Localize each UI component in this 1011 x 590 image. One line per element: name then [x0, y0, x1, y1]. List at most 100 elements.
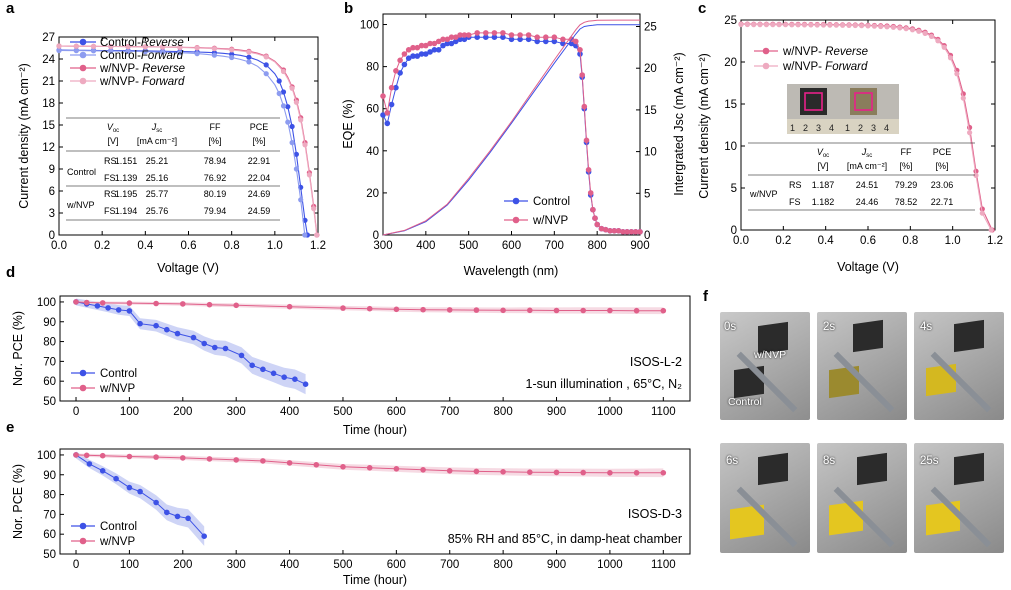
data-point [194, 45, 200, 51]
data-point [233, 302, 239, 309]
panel-a-table: Voc [V] Jsc [mA cm⁻²] FF [%] PCE [%] Con… [66, 117, 280, 221]
svg-text:25.76: 25.76 [146, 206, 169, 216]
x-tick-label: 0.2 [94, 240, 110, 252]
data-point [73, 452, 79, 458]
y-axis-label: Current density (mA cm⁻²) [17, 63, 31, 209]
panel-c-legend: w/NVP- Reverse w/NVP- Forward [754, 46, 868, 73]
svg-text:[%]: [%] [935, 161, 948, 171]
data-point [314, 232, 320, 238]
data-point [380, 93, 386, 99]
data-point [527, 307, 533, 314]
x-tick-label: 1.0 [267, 240, 283, 252]
legend-marker [762, 62, 770, 70]
photo-frame: 8s [817, 443, 907, 553]
data-point [865, 23, 871, 29]
data-point [878, 23, 884, 30]
legend-label: Control [533, 196, 570, 208]
svg-text:w/NVP- Reverse: w/NVP- Reverse [782, 46, 868, 58]
data-point [418, 51, 425, 57]
y-tick-label: 60 [366, 104, 379, 116]
data-point [174, 513, 181, 520]
data-point [246, 54, 252, 60]
y-tick-label: 80 [366, 62, 379, 74]
data-point [115, 307, 122, 313]
y-tick-label: 100 [360, 20, 379, 32]
data-point [483, 30, 489, 36]
legend-marker [79, 64, 87, 72]
data-point [126, 484, 133, 491]
data-point [153, 300, 159, 307]
ruler-tick: 1 [790, 123, 795, 133]
panel-d-legend: Control w/NVP [71, 368, 137, 395]
photo-frame: 25s [914, 443, 1004, 553]
data-point [587, 190, 594, 196]
data-point [260, 458, 266, 464]
y-tick-label: 15 [724, 99, 737, 111]
data-point [551, 34, 558, 40]
data-point [633, 470, 640, 476]
panel-label-f: f [703, 288, 709, 305]
nvp-film [954, 319, 984, 353]
data-point [311, 206, 317, 212]
legend-label: w/NVP [99, 383, 135, 395]
data-point [660, 307, 667, 314]
x-tick-label: 600 [387, 559, 406, 571]
data-point [448, 34, 455, 40]
panel-label-c: c [698, 0, 706, 17]
control-active-area [804, 92, 823, 111]
x-tick-label: 0.0 [733, 235, 749, 247]
data-point [246, 59, 252, 65]
data-point [285, 104, 291, 110]
data-point [397, 70, 403, 76]
x-tick-label: 300 [227, 559, 246, 571]
data-point [281, 374, 288, 381]
data-point [73, 43, 79, 49]
svg-text:25.21: 25.21 [146, 156, 169, 166]
nvp-label: w/NVP [754, 349, 787, 361]
data-point [611, 228, 618, 234]
data-point [973, 172, 979, 178]
data-point [935, 38, 941, 44]
table-row: RS 1.151 25.21 78.94 22.91 [104, 156, 270, 166]
data-point [553, 469, 560, 476]
ruler-tick: 2 [858, 123, 863, 133]
data-point [83, 452, 90, 459]
y-tick-label: 70 [43, 356, 56, 368]
frame-time: 25s [920, 455, 939, 467]
svg-text:25.16: 25.16 [146, 173, 169, 183]
data-point [380, 112, 386, 118]
data-point [180, 301, 186, 307]
data-point [405, 55, 412, 61]
svg-text:24.59: 24.59 [248, 206, 271, 216]
data-point [508, 36, 515, 43]
y-tick-label: 20 [724, 57, 737, 69]
data-point [814, 22, 820, 28]
data-point [967, 130, 973, 136]
table-group: Control [67, 167, 96, 177]
data-point [293, 151, 299, 157]
data-point [577, 47, 583, 53]
svg-text:22.04: 22.04 [248, 173, 271, 183]
table-row: RS 1.187 24.51 79.29 23.06 [789, 180, 953, 190]
data-point [581, 103, 588, 110]
nvp-film [758, 452, 788, 486]
data-point [289, 123, 295, 130]
svg-text:24.51: 24.51 [856, 180, 879, 190]
data-point [534, 34, 540, 40]
series-line [382, 32, 640, 233]
svg-text:78.52: 78.52 [895, 197, 918, 207]
y-axis-label: EQE (%) [341, 99, 355, 148]
data-point [90, 48, 97, 54]
data-point [194, 51, 200, 57]
data-point [293, 99, 299, 105]
y-tick-label: 15 [42, 120, 55, 132]
data-point [871, 23, 878, 29]
y-tick-label: 90 [43, 317, 56, 329]
svg-text:79.29: 79.29 [895, 180, 918, 190]
data-point [423, 42, 429, 49]
data-point [525, 32, 532, 38]
data-point [414, 44, 421, 51]
data-point [553, 307, 560, 314]
x-tick-label: 400 [280, 406, 299, 418]
panel-e-legend: Control w/NVP [71, 521, 137, 548]
